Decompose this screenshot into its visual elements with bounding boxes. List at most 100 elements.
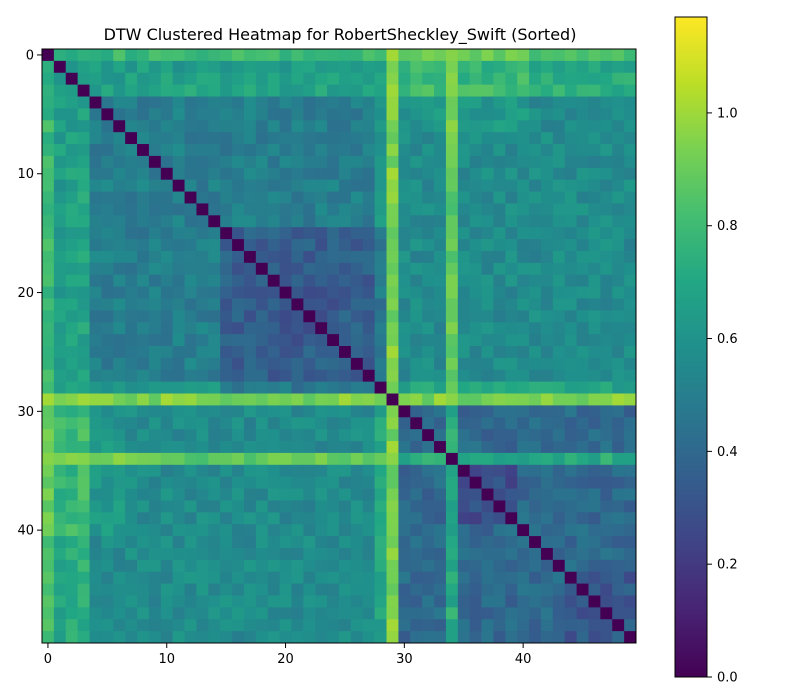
heatmap-cell [339,619,352,632]
heatmap-cell [101,571,114,584]
heatmap-cell [612,381,625,394]
heatmap-cell [529,571,542,584]
heatmap-cell [410,429,423,442]
heatmap-cell [77,571,90,584]
heatmap-cell [303,405,316,418]
heatmap-cell [208,239,221,252]
heatmap-cell [529,512,542,525]
heatmap-cell [481,488,494,501]
heatmap-cell [410,239,423,252]
heatmap-cell [65,49,79,62]
heatmap-cell [540,239,554,252]
heatmap-cell [481,429,494,442]
heatmap-cell [374,595,387,608]
heatmap-cell [232,607,245,620]
heatmap-cell [101,250,114,264]
heatmap-cell [160,155,174,169]
heatmap-cell [600,452,613,466]
heatmap-cell [196,49,209,62]
heatmap-cell [184,286,197,299]
heatmap-cell [529,631,542,644]
heatmap-cell [624,72,637,86]
heatmap-cell [220,476,233,489]
heatmap-cell [291,179,304,192]
heatmap-cell [196,274,209,287]
heatmap-cell [445,595,459,608]
heatmap-cell [481,607,494,620]
heatmap-cell [113,346,126,359]
heatmap-cell [469,405,482,418]
heatmap-cell [481,441,494,454]
heatmap-cell [410,144,423,157]
heatmap-cell [42,96,55,109]
heatmap-cell [184,441,197,454]
heatmap-cell [552,559,566,573]
heatmap-cell [172,571,185,584]
heatmap-cell [77,179,90,192]
heatmap-cell [42,227,55,240]
heatmap-cell [137,405,150,418]
heatmap-cell [303,417,316,430]
heatmap-cell [113,227,126,240]
heatmap-cell [493,298,506,311]
heatmap-cell [505,393,518,406]
heatmap-cell [339,239,352,252]
heatmap-cell [196,120,209,133]
heatmap-cell [374,144,387,157]
heatmap-cell [469,322,482,335]
heatmap-cell [624,417,637,430]
heatmap-cell [113,155,126,169]
heatmap-cell [457,227,471,240]
heatmap-cell [529,369,542,383]
heatmap-cell [315,393,328,406]
heatmap-cell [267,536,280,549]
heatmap-cell [243,215,257,228]
heatmap-cell [255,334,269,347]
heatmap-cell [612,120,625,133]
heatmap-cell [53,274,67,287]
heatmap-cell [540,96,554,109]
heatmap-cell [612,322,625,335]
heatmap-cell [137,524,150,537]
heatmap-cell [374,369,387,383]
heatmap-cell [339,215,352,228]
heatmap-cell [350,512,364,525]
heatmap-cell [208,72,221,86]
heatmap-cell [410,547,423,561]
heatmap-cell [588,607,601,620]
heatmap-cell [243,393,257,406]
heatmap-cell [434,583,447,596]
heatmap-cell [184,357,197,371]
heatmap-cell [600,144,613,157]
heatmap-cell [493,322,506,335]
heatmap-cell [493,547,506,561]
heatmap-cell [469,60,482,74]
heatmap-cell [434,369,447,383]
heatmap-cell [53,464,67,478]
heatmap-cell [529,476,542,489]
heatmap-cell [267,191,280,204]
heatmap-cell [160,524,174,537]
heatmap-cell [303,286,316,299]
heatmap-cell [374,441,387,454]
heatmap-cell [600,286,613,299]
heatmap-cell [255,488,269,501]
heatmap-cell [255,239,269,252]
heatmap-cell [137,619,150,632]
heatmap-cell [374,84,387,97]
heatmap-cell [386,155,399,169]
heatmap-cell [552,203,566,216]
heatmap-cell [612,607,625,620]
heatmap-cell [137,120,150,133]
heatmap-cell [148,346,162,359]
heatmap-cell [327,452,340,466]
heatmap-cell [445,452,459,466]
heatmap-cell [137,84,150,97]
heatmap-cell [564,405,577,418]
heatmap-cell [303,96,316,109]
heatmap-cell [540,512,554,525]
heatmap-cell [208,286,221,299]
heatmap-cell [291,619,304,632]
heatmap-cell [374,310,387,323]
heatmap-cell [339,381,352,394]
